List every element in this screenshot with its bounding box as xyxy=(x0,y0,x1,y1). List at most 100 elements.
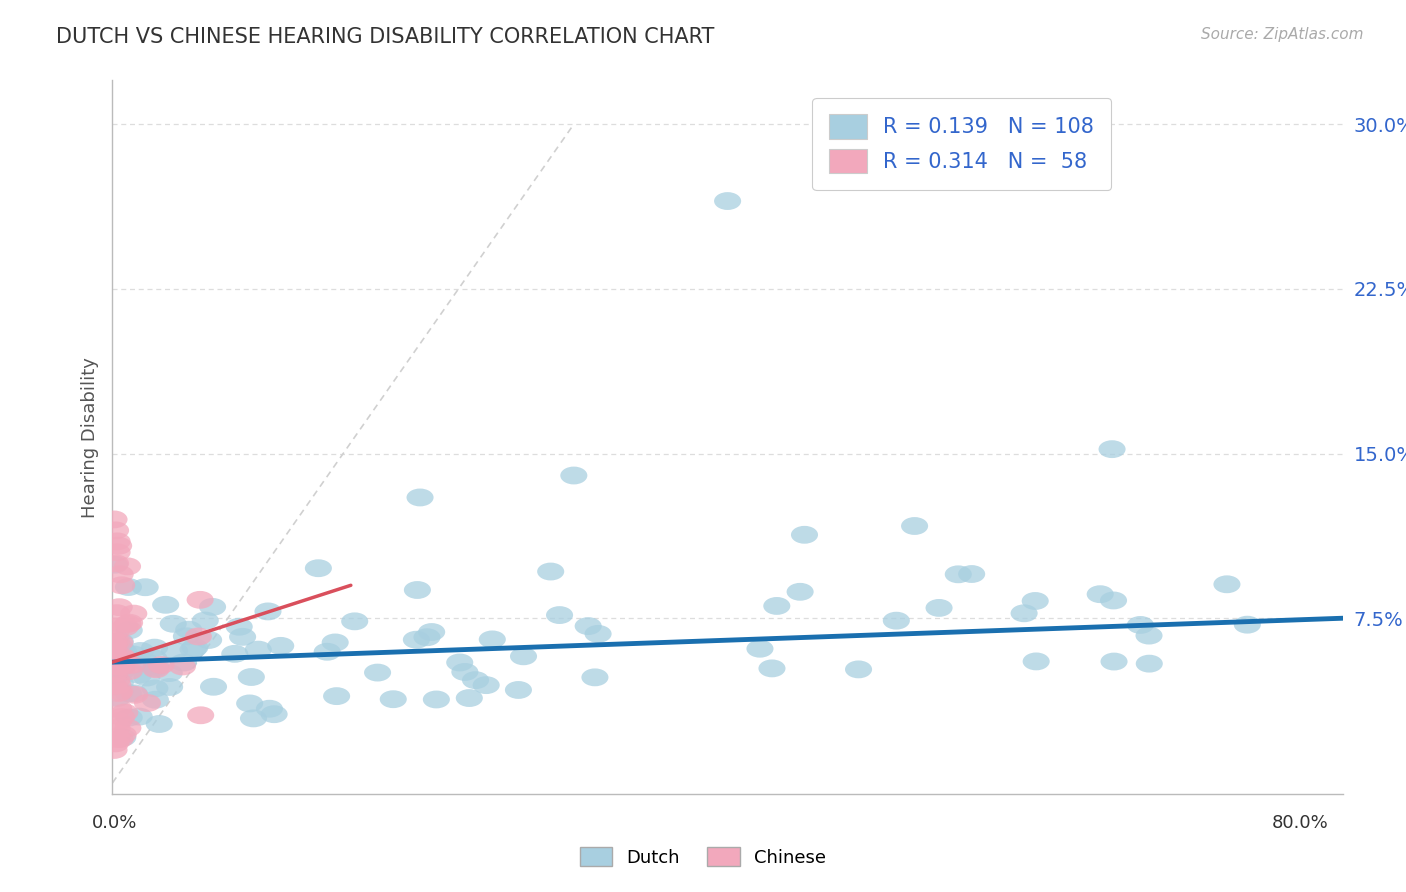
Ellipse shape xyxy=(451,663,478,681)
Ellipse shape xyxy=(260,706,288,723)
Ellipse shape xyxy=(108,708,135,726)
Ellipse shape xyxy=(1126,616,1154,634)
Ellipse shape xyxy=(101,657,128,674)
Ellipse shape xyxy=(110,729,136,747)
Ellipse shape xyxy=(108,641,135,659)
Ellipse shape xyxy=(418,624,446,641)
Ellipse shape xyxy=(108,576,135,594)
Ellipse shape xyxy=(1011,605,1038,623)
Ellipse shape xyxy=(463,671,489,689)
Ellipse shape xyxy=(505,681,531,699)
Ellipse shape xyxy=(1136,627,1163,645)
Ellipse shape xyxy=(1098,441,1126,458)
Ellipse shape xyxy=(142,690,169,708)
Ellipse shape xyxy=(103,604,131,622)
Ellipse shape xyxy=(104,719,131,737)
Ellipse shape xyxy=(446,654,474,672)
Text: 0.0%: 0.0% xyxy=(91,814,136,831)
Ellipse shape xyxy=(945,566,972,583)
Ellipse shape xyxy=(107,682,134,700)
Ellipse shape xyxy=(105,637,134,655)
Ellipse shape xyxy=(561,467,588,484)
Ellipse shape xyxy=(111,618,139,636)
Ellipse shape xyxy=(510,648,537,665)
Ellipse shape xyxy=(191,612,219,630)
Ellipse shape xyxy=(152,596,179,614)
Ellipse shape xyxy=(142,660,170,678)
Ellipse shape xyxy=(245,640,271,658)
Ellipse shape xyxy=(103,555,129,573)
Ellipse shape xyxy=(100,665,128,682)
Ellipse shape xyxy=(105,657,134,674)
Ellipse shape xyxy=(125,665,152,683)
Ellipse shape xyxy=(103,617,129,635)
Ellipse shape xyxy=(125,707,153,725)
Ellipse shape xyxy=(101,649,129,667)
Ellipse shape xyxy=(322,633,349,651)
Ellipse shape xyxy=(957,566,986,583)
Ellipse shape xyxy=(1022,592,1049,610)
Ellipse shape xyxy=(305,559,332,577)
Ellipse shape xyxy=(176,621,202,639)
Ellipse shape xyxy=(1213,575,1240,593)
Ellipse shape xyxy=(380,690,406,708)
Ellipse shape xyxy=(127,642,155,660)
Ellipse shape xyxy=(200,598,226,615)
Ellipse shape xyxy=(142,680,169,698)
Ellipse shape xyxy=(845,660,872,678)
Ellipse shape xyxy=(110,642,136,660)
Ellipse shape xyxy=(104,657,132,675)
Ellipse shape xyxy=(195,631,222,648)
Ellipse shape xyxy=(110,726,136,744)
Ellipse shape xyxy=(479,631,506,648)
Ellipse shape xyxy=(758,659,786,677)
Ellipse shape xyxy=(148,657,174,674)
Ellipse shape xyxy=(267,637,294,655)
Ellipse shape xyxy=(141,649,167,667)
Ellipse shape xyxy=(254,602,281,620)
Ellipse shape xyxy=(160,615,187,632)
Ellipse shape xyxy=(132,653,159,671)
Ellipse shape xyxy=(413,628,440,646)
Ellipse shape xyxy=(537,563,564,581)
Ellipse shape xyxy=(101,556,128,574)
Ellipse shape xyxy=(100,647,128,665)
Ellipse shape xyxy=(226,618,253,636)
Ellipse shape xyxy=(107,566,134,583)
Ellipse shape xyxy=(107,633,134,651)
Ellipse shape xyxy=(901,517,928,535)
Ellipse shape xyxy=(786,582,814,600)
Ellipse shape xyxy=(114,615,142,633)
Ellipse shape xyxy=(142,659,169,677)
Ellipse shape xyxy=(883,612,910,630)
Ellipse shape xyxy=(111,704,138,722)
Ellipse shape xyxy=(142,658,170,676)
Ellipse shape xyxy=(546,607,574,624)
Ellipse shape xyxy=(181,639,208,657)
Ellipse shape xyxy=(108,648,136,665)
Ellipse shape xyxy=(103,522,129,540)
Ellipse shape xyxy=(146,715,173,733)
Legend: R = 0.139   N = 108, R = 0.314   N =  58: R = 0.139 N = 108, R = 0.314 N = 58 xyxy=(813,98,1111,190)
Ellipse shape xyxy=(187,591,214,608)
Ellipse shape xyxy=(101,648,128,666)
Ellipse shape xyxy=(105,599,132,616)
Text: Source: ZipAtlas.com: Source: ZipAtlas.com xyxy=(1201,27,1364,42)
Ellipse shape xyxy=(108,657,136,675)
Ellipse shape xyxy=(104,689,131,706)
Ellipse shape xyxy=(105,537,132,555)
Ellipse shape xyxy=(105,684,132,702)
Ellipse shape xyxy=(1087,585,1114,603)
Ellipse shape xyxy=(103,655,129,673)
Ellipse shape xyxy=(236,695,263,713)
Ellipse shape xyxy=(575,617,602,635)
Ellipse shape xyxy=(925,599,953,617)
Ellipse shape xyxy=(1234,615,1261,633)
Ellipse shape xyxy=(100,633,128,651)
Ellipse shape xyxy=(115,622,143,640)
Ellipse shape xyxy=(792,526,818,544)
Ellipse shape xyxy=(100,677,128,695)
Ellipse shape xyxy=(117,614,143,632)
Ellipse shape xyxy=(1101,653,1128,671)
Ellipse shape xyxy=(107,730,134,747)
